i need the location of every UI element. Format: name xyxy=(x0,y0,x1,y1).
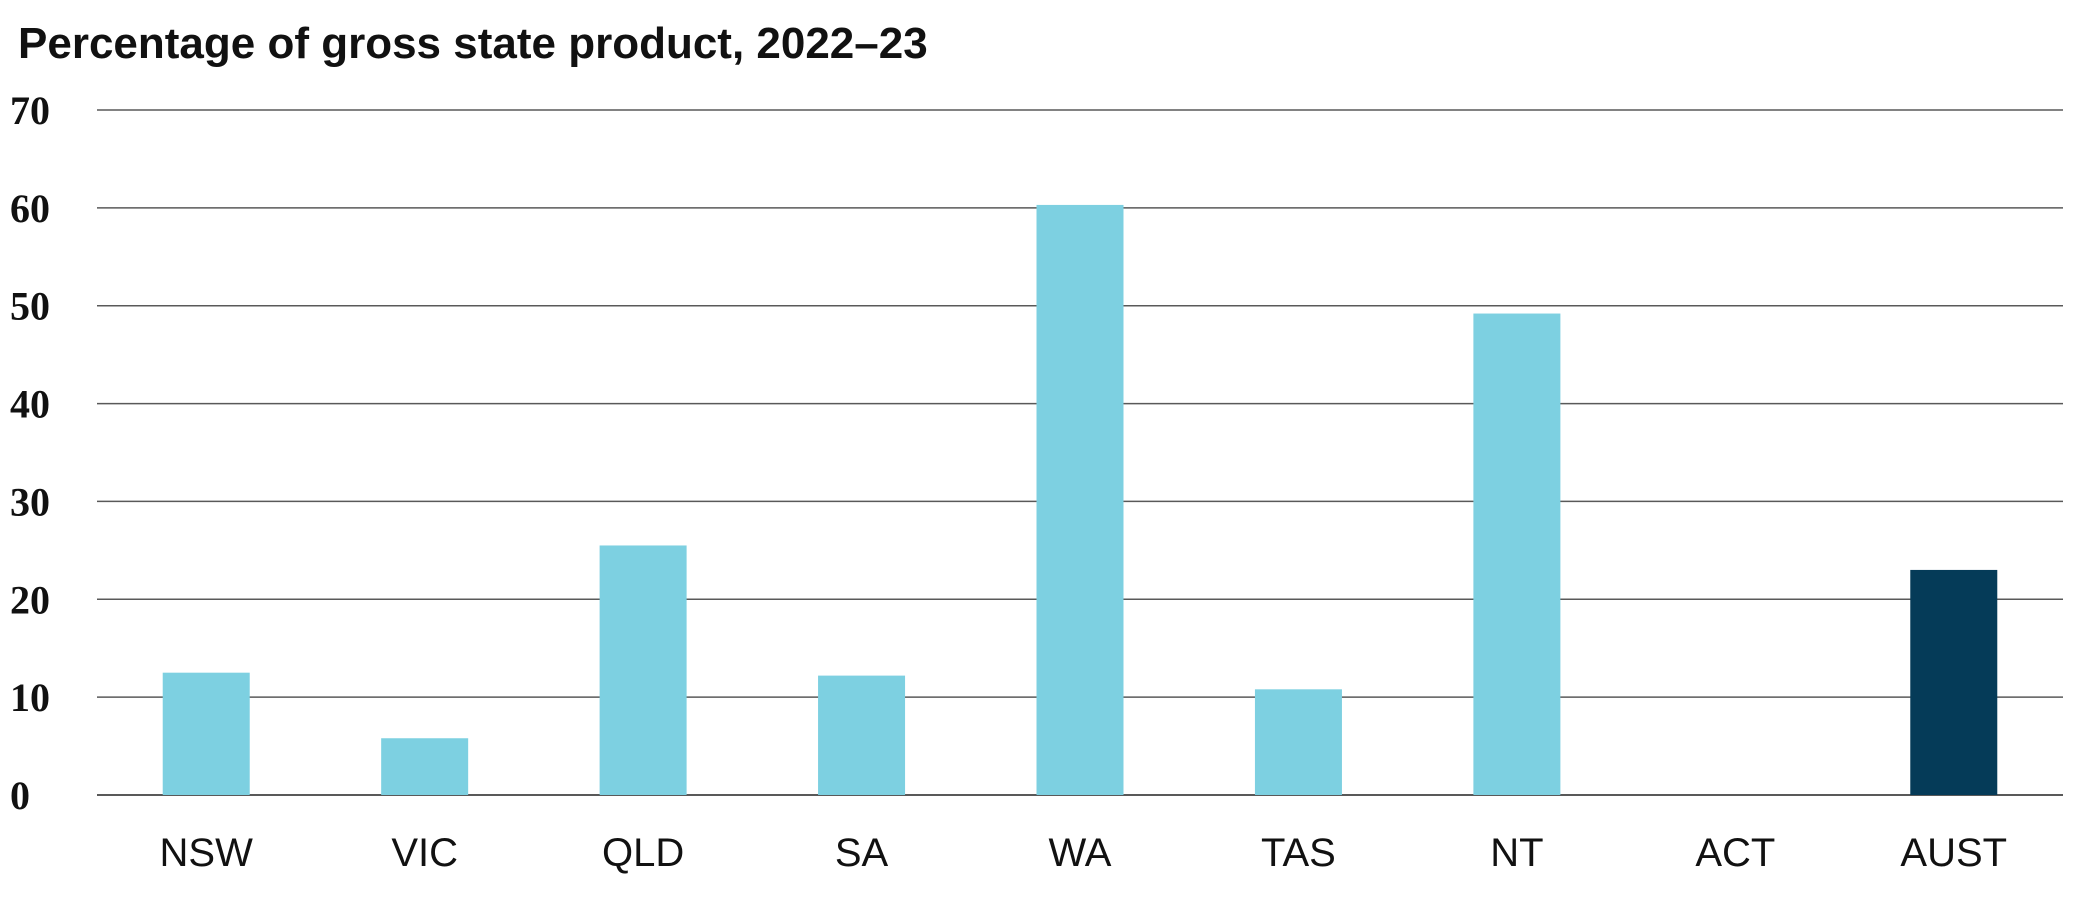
x-tick-label-act: ACT xyxy=(1695,831,1775,875)
bar-vic xyxy=(381,738,469,795)
y-tick-label-20: 20 xyxy=(10,577,50,622)
x-axis-tick-labels: NSW VIC QLD SA WA TAS NT ACT AUST xyxy=(160,831,2008,875)
y-tick-label-50: 50 xyxy=(10,284,50,329)
y-tick-label-10: 10 xyxy=(10,675,50,720)
y-tick-label-0: 0 xyxy=(10,773,30,818)
x-tick-label-aust: AUST xyxy=(1900,831,2007,875)
y-axis-tick-labels: 0 10 20 30 40 50 60 70 xyxy=(10,88,50,818)
bar-tas xyxy=(1254,689,1342,795)
chart-title: Percentage of gross state product, 2022–… xyxy=(18,19,928,68)
x-tick-label-nt: NT xyxy=(1490,831,1543,875)
bar-sa xyxy=(818,675,906,795)
bar-nsw xyxy=(162,672,250,795)
bar-wa xyxy=(1036,204,1124,795)
x-tick-label-nsw: NSW xyxy=(160,831,254,875)
x-tick-label-qld: QLD xyxy=(602,831,684,875)
bar-nt xyxy=(1473,313,1561,795)
y-tick-label-70: 70 xyxy=(10,88,50,133)
y-tick-label-60: 60 xyxy=(10,186,50,231)
x-tick-label-wa: WA xyxy=(1049,831,1112,875)
bar-aust xyxy=(1910,569,1998,795)
bars xyxy=(162,204,1998,795)
y-tick-label-30: 30 xyxy=(10,479,50,524)
x-tick-label-vic: VIC xyxy=(391,831,458,875)
y-tick-label-40: 40 xyxy=(10,382,50,427)
x-tick-label-sa: SA xyxy=(835,831,889,875)
x-tick-label-tas: TAS xyxy=(1261,831,1336,875)
bar-qld xyxy=(599,545,687,795)
